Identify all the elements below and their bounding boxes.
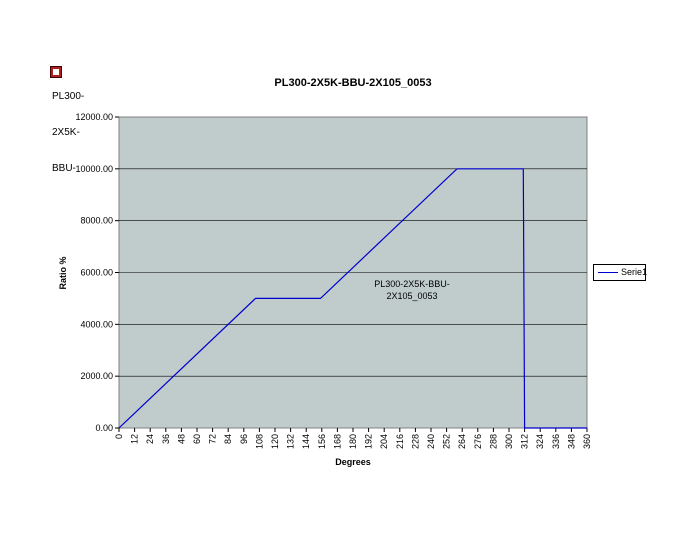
x-tick-label: 264 bbox=[457, 434, 467, 449]
x-tick-label: 60 bbox=[192, 434, 202, 444]
annotation-line: PL300-2X5K-BBU- bbox=[374, 279, 450, 289]
y-tick-label: 10000.00 bbox=[75, 164, 113, 174]
x-tick-label: 240 bbox=[426, 434, 436, 449]
x-tick-label: 12 bbox=[130, 434, 140, 444]
y-tick-label: 0.00 bbox=[95, 423, 113, 433]
x-tick-label: 192 bbox=[364, 434, 374, 449]
legend-swatch bbox=[598, 272, 618, 273]
y-tick-label: 4000.00 bbox=[80, 319, 113, 329]
x-tick-label: 252 bbox=[442, 434, 452, 449]
x-axis: 0 12 24 36 48 60 72 84 96 108 120 132 144 156 168 180 19… bbox=[114, 428, 592, 449]
chart-object-icon bbox=[50, 66, 62, 78]
y-axis-label: Ratio % bbox=[58, 256, 68, 289]
legend: Serie1 bbox=[593, 264, 648, 281]
x-tick-label: 108 bbox=[254, 434, 264, 449]
x-tick-label: 36 bbox=[161, 434, 171, 444]
x-tick-label: 348 bbox=[566, 434, 576, 449]
x-tick-label: 204 bbox=[379, 434, 389, 449]
x-tick-label: 336 bbox=[551, 434, 561, 449]
x-tick-label: 48 bbox=[176, 434, 186, 444]
x-tick-label: 360 bbox=[582, 434, 592, 449]
y-tick-label: 8000.00 bbox=[80, 216, 113, 226]
x-tick-label: 120 bbox=[270, 434, 280, 449]
x-axis-label: Degrees bbox=[335, 457, 371, 467]
x-tick-label: 84 bbox=[223, 434, 233, 444]
x-tick-label: 168 bbox=[332, 434, 342, 449]
y-tick-label: 6000.00 bbox=[80, 268, 113, 278]
y-tick-label: 12000.00 bbox=[75, 112, 113, 122]
x-tick-label: 156 bbox=[317, 434, 327, 449]
y-axis: 0.00 2000.00 4000.00 6000.00 8000.00 10000.00… bbox=[75, 112, 119, 433]
x-tick-label: 324 bbox=[535, 434, 545, 449]
chart-title: PL300-2X5K-BBU-2X105_0053 bbox=[274, 77, 431, 89]
corner-label-line: BBU- bbox=[52, 163, 76, 174]
x-tick-label: 72 bbox=[208, 434, 218, 444]
series-line bbox=[118, 168, 587, 429]
x-tick-label: 24 bbox=[145, 434, 155, 444]
grid-layer bbox=[119, 168, 587, 377]
x-tick-label: 276 bbox=[473, 434, 483, 449]
x-tick-label: 312 bbox=[520, 434, 530, 449]
x-tick-label: 216 bbox=[395, 434, 405, 449]
x-tick-label: 300 bbox=[504, 434, 514, 449]
x-tick-label: 288 bbox=[488, 434, 498, 449]
x-tick-label: 0 bbox=[114, 434, 124, 439]
x-tick-label: 96 bbox=[239, 434, 249, 444]
corner-label-line: 2X5K- bbox=[52, 127, 80, 138]
corner-label-line: PL300- bbox=[52, 91, 85, 102]
x-tick-label: 180 bbox=[348, 434, 358, 449]
x-tick-label: 228 bbox=[410, 434, 420, 449]
annotation-line: 2X105_0053 bbox=[386, 291, 437, 301]
x-tick-label: 132 bbox=[286, 434, 296, 449]
series-layer bbox=[118, 168, 587, 429]
legend-label: Serie1 bbox=[621, 267, 648, 277]
corner-label: PL300- 2X5K- BBU- bbox=[52, 67, 84, 187]
y-tick-label: 2000.00 bbox=[80, 371, 113, 381]
x-tick-label: 144 bbox=[301, 434, 311, 449]
